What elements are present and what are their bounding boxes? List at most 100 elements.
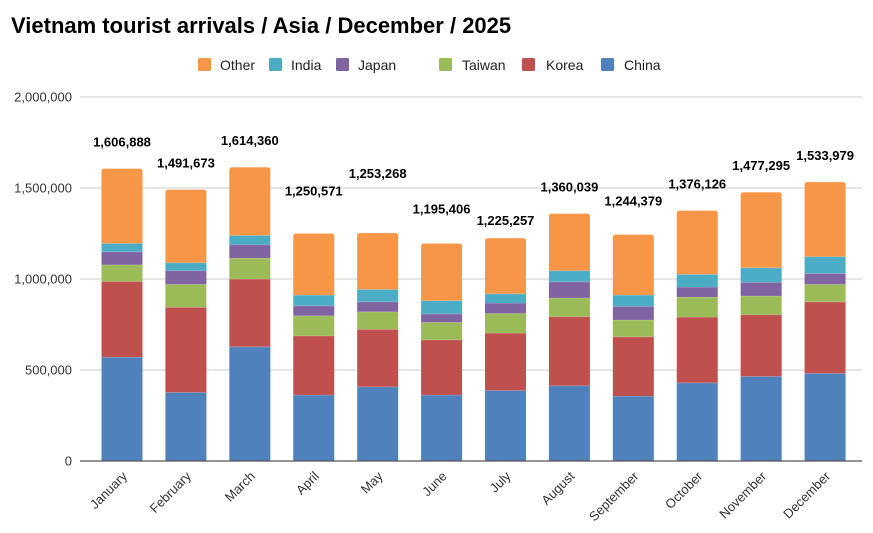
bar-segment-korea — [165, 307, 207, 393]
bar-segment-other — [740, 192, 782, 268]
bar-segment-korea — [229, 279, 271, 347]
bar-stack — [101, 168, 143, 461]
bar-segment-korea — [421, 339, 463, 395]
x-tick-label: September — [586, 468, 642, 524]
y-tick-label: 1,000,000 — [14, 272, 72, 287]
bar-segment-korea — [612, 336, 654, 397]
x-tick-label: December — [780, 468, 833, 521]
bar-segment-other — [421, 243, 463, 301]
x-tick-label: May — [358, 468, 386, 496]
bar-segment-china — [357, 386, 399, 461]
bar-segment-china — [740, 376, 782, 461]
bar-segment-india — [740, 267, 782, 283]
bar-segment-china — [548, 385, 590, 461]
bar-segment-india — [229, 235, 271, 245]
bar-stack — [357, 232, 399, 461]
bar-segment-india — [293, 295, 335, 306]
x-tick-label: January — [87, 468, 131, 512]
bar-segment-japan — [101, 251, 143, 265]
bar-segment-india — [612, 295, 654, 307]
bar-segment-taiwan — [676, 297, 718, 318]
legend-item-japan: Japan — [336, 57, 396, 73]
y-axis: 0 500,000 1,000,000 1,500,000 2,000,000 — [14, 90, 72, 469]
bar-segment-korea — [101, 281, 143, 358]
bar-segment-other — [165, 189, 207, 263]
total-label: 1,477,295 — [732, 158, 790, 173]
legend-item-korea: Korea — [522, 57, 584, 73]
bar-segment-taiwan — [357, 311, 399, 330]
bar-segment-other — [676, 210, 718, 275]
gridlines — [80, 96, 862, 371]
bar-segment-korea — [676, 317, 718, 383]
bar-stack — [421, 242, 463, 461]
bar-segment-china — [804, 373, 846, 461]
legend-label: Taiwan — [462, 57, 506, 73]
total-label: 1,244,379 — [604, 194, 662, 209]
bar-segment-korea — [804, 301, 846, 374]
x-tick-label: June — [419, 469, 450, 500]
legend-item-other: Other — [198, 57, 255, 73]
chart-title: Vietnam tourist arrivals / Asia / Decemb… — [11, 13, 512, 38]
bar-segment-japan — [485, 303, 526, 314]
bar-stack — [548, 212, 590, 461]
bar-segment-taiwan — [165, 284, 207, 308]
bar-segment-china — [229, 346, 271, 461]
y-tick-label: 0 — [65, 454, 72, 469]
bar-segment-china — [101, 357, 143, 461]
y-tick-label: 500,000 — [25, 363, 72, 378]
bar-segment-korea — [740, 314, 782, 377]
legend-label: Japan — [358, 57, 396, 73]
bar-segment-china — [293, 394, 335, 461]
bar-segment-japan — [740, 282, 782, 296]
y-tick-label: 2,000,000 — [14, 90, 72, 105]
total-label: 1,360,039 — [540, 179, 598, 194]
legend-swatch — [522, 58, 535, 71]
bar-segment-other — [293, 233, 335, 296]
bar-segment-china — [421, 394, 463, 461]
bar-stack — [804, 181, 846, 461]
legend-swatch — [336, 58, 349, 71]
bars — [101, 166, 846, 461]
total-label: 1,614,360 — [221, 133, 279, 148]
total-label: 1,195,406 — [413, 201, 471, 216]
bar-segment-india — [165, 262, 207, 271]
bar-segment-korea — [485, 333, 526, 391]
bar-stack — [293, 232, 335, 461]
bar-segment-other — [101, 168, 143, 244]
legend-swatch — [601, 58, 614, 71]
x-tick-label: July — [487, 468, 514, 495]
bar-stack — [612, 234, 654, 461]
bar-segment-taiwan — [229, 258, 271, 279]
x-tick-label: October — [662, 468, 706, 512]
legend-item-india: India — [269, 57, 322, 73]
legend-swatch — [269, 58, 282, 71]
bar-segment-india — [804, 256, 846, 274]
bar-segment-taiwan — [421, 322, 463, 340]
legend-swatch — [198, 58, 211, 71]
bar-segment-taiwan — [740, 295, 782, 315]
legend-label: India — [291, 57, 322, 73]
bar-segment-korea — [293, 335, 335, 395]
bar-segment-other — [485, 238, 526, 294]
bar-segment-india — [101, 243, 143, 252]
bar-segment-india — [676, 274, 718, 288]
bar-segment-japan — [165, 270, 207, 285]
total-label: 1,606,888 — [93, 135, 151, 150]
bar-segment-japan — [357, 301, 399, 312]
total-label: 1,253,268 — [349, 166, 407, 181]
bar-segment-china — [612, 396, 654, 461]
x-tick-label: August — [538, 468, 577, 507]
y-tick-label: 1,500,000 — [14, 181, 72, 196]
legend-label: China — [624, 57, 661, 73]
bar-segment-india — [485, 293, 526, 304]
total-label: 1,225,257 — [477, 213, 535, 228]
bar-segment-japan — [548, 281, 590, 298]
bar-segment-japan — [229, 244, 271, 259]
bar-segment-other — [548, 213, 590, 271]
bar-segment-japan — [676, 287, 718, 298]
bar-segment-china — [165, 392, 207, 461]
x-axis: January February March April May June July Augu… — [80, 460, 862, 524]
legend-item-taiwan: Taiwan — [439, 57, 506, 73]
total-label: 1,376,126 — [668, 177, 726, 192]
bar-segment-india — [548, 270, 590, 282]
